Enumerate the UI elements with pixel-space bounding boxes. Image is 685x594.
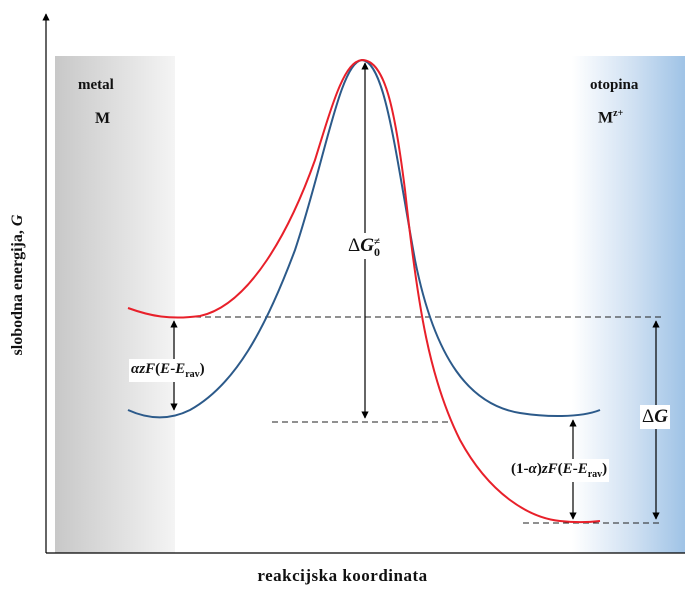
red-energy-curve [127, 58, 601, 524]
left-shift-f: F [145, 361, 156, 377]
right-shift-open: ( [557, 461, 563, 477]
right-shift-e: E [562, 461, 573, 477]
metal-title: metal [78, 77, 114, 93]
right-shift-e2: E [577, 461, 588, 477]
right-shift-f: F [547, 461, 558, 477]
y-axis-label: slobodna energija, G [9, 185, 27, 385]
left-shift-z: z [139, 361, 146, 377]
solution-title: otopina [590, 77, 639, 93]
delta-g-label: ΔG [640, 405, 670, 429]
right-shift-minus: - [572, 461, 578, 477]
delta-g0-sub: 0 [373, 244, 380, 259]
x-axis-label: reakcijska koordinata [257, 566, 428, 585]
metal-species: M [95, 110, 111, 127]
solution-species-symbol: M [598, 109, 614, 127]
solution-species-charge: z+ [613, 108, 624, 119]
left-shift-minus: - [170, 361, 176, 377]
delta-g0-symbol: G [360, 235, 374, 256]
delta-g0-delta: Δ [348, 235, 361, 256]
right-shift-alpha: α [528, 461, 537, 477]
left-shift-open: ( [155, 361, 161, 377]
activation-energy-label: ΔG ≠ 0 [345, 233, 383, 259]
left-shift-alpha: α [131, 361, 140, 377]
y-axis-label-text: slobodna energija, [9, 226, 26, 356]
left-shift-e2: E [175, 361, 186, 377]
left-shift-close: ) [199, 361, 205, 377]
right-shift-close: ) [602, 461, 608, 477]
delta-g-delta: Δ [642, 406, 655, 427]
metal-band [55, 56, 175, 553]
delta-g-symbol: G [654, 406, 668, 427]
right-shift-z: z [541, 461, 548, 477]
left-shift-sub: rav [185, 369, 200, 380]
left-shift-label: αzF(E-Erav) [129, 359, 207, 382]
delta-g0-sup: ≠ [373, 235, 380, 248]
right-shift-sub: rav [587, 469, 603, 480]
y-axis-symbol: G [9, 214, 26, 227]
right-shift-prefix: (1- [511, 461, 529, 477]
right-shift-mid: ) [536, 461, 542, 477]
right-shift-label: (1-α)zF(E-Erav) [509, 459, 610, 482]
left-shift-e: E [160, 361, 171, 377]
solution-species: Mz+ [598, 108, 623, 127]
